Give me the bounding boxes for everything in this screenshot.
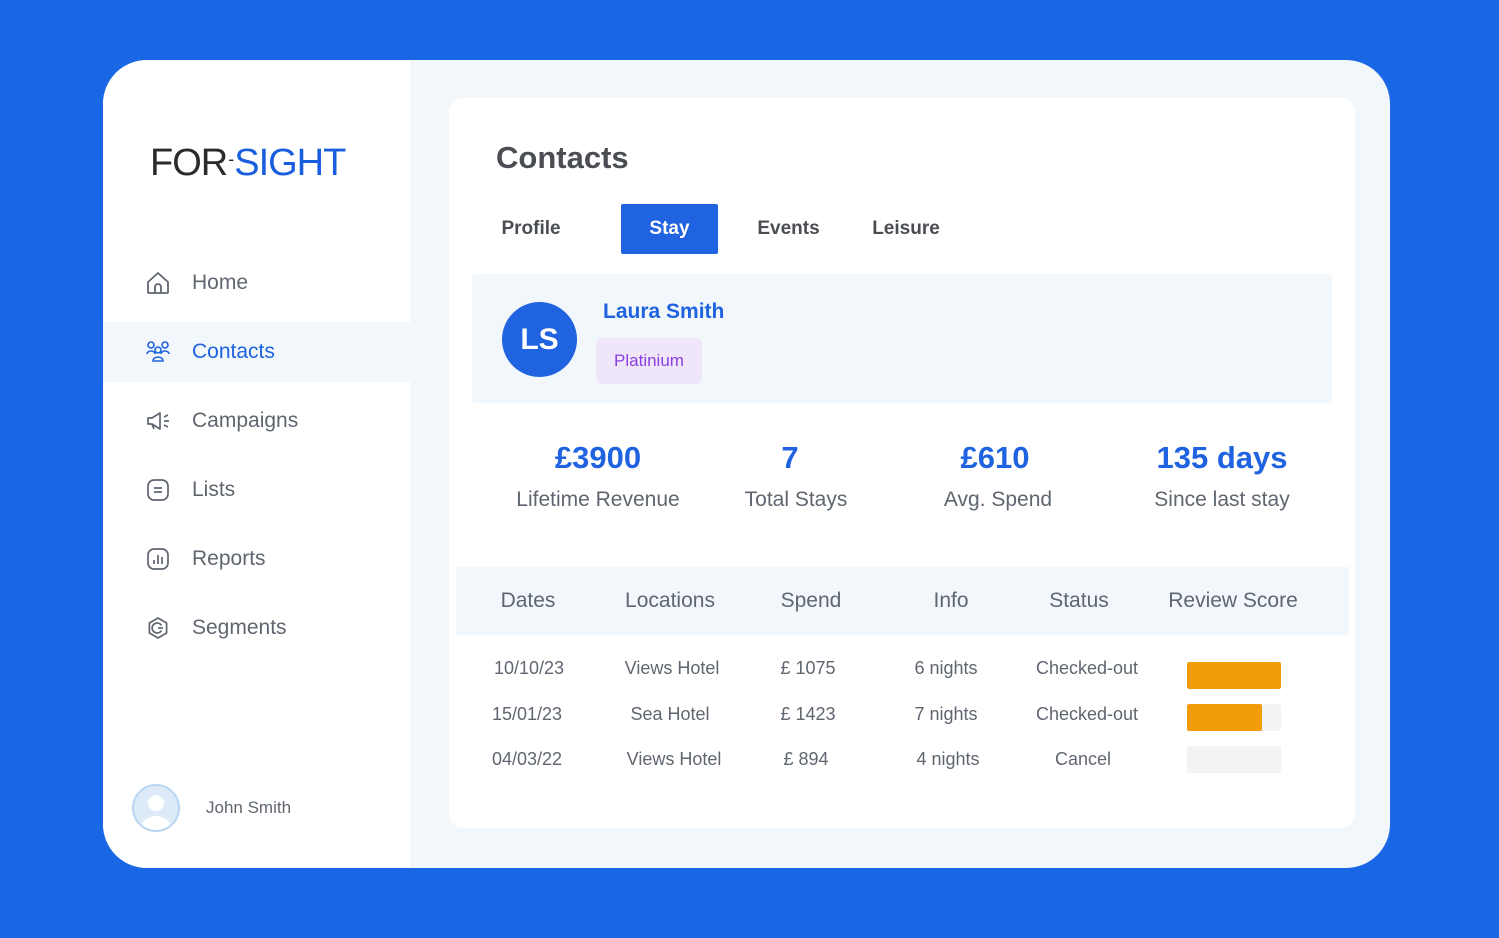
sidebar-item-label: Reports [192,547,266,570]
sidebar-item-lists[interactable]: Lists [103,460,410,520]
stat-value: 135 days [1156,440,1288,475]
cell-location: Views Hotel [626,748,722,769]
cell-spend: £ 894 [783,748,829,769]
review-score-bar [1187,704,1281,731]
cell-location: Sea Hotel [630,703,710,724]
stat-lifetime-revenue: £3900 Lifetime Revenue [488,438,708,514]
user-name: John Smith [206,798,292,817]
stat-label: Lifetime Revenue [516,488,680,511]
column-header-spend[interactable]: Spend [780,589,842,612]
user-silhouette-icon [140,795,172,830]
review-score-fill [1187,704,1263,731]
brand-logo[interactable]: FOR-SIGHT [150,142,346,184]
tab-stay[interactable]: Stay [621,204,718,254]
reports-icon [145,546,171,572]
sidebar-item-label: Home [192,271,249,294]
sidebar-item-label: Segments [192,616,287,639]
cell-date: 15/01/23 [491,703,563,724]
stat-value: 7 [781,440,799,475]
stat-label: Since last stay [1154,488,1290,511]
tier-badge: Platinium [596,338,702,384]
contact-name[interactable]: Laura Smith [603,300,725,323]
contacts-icon [145,339,171,365]
column-header-dates[interactable]: Dates [500,589,556,612]
app-window: FOR-SIGHT Home [103,60,1390,868]
cell-status: Checked-out [1035,657,1139,678]
cell-status: Cancel [1054,748,1112,769]
page-title: Contacts [496,140,629,175]
home-icon [145,270,171,296]
user-profile[interactable]: John Smith [132,784,291,832]
sidebar-item-label: Campaigns [192,409,299,432]
stat-total-stays: 7 Total Stays [686,438,906,514]
segments-icon [145,615,171,641]
contact-avatar: LS [502,302,577,377]
tab-leisure[interactable]: Leisure [872,218,940,239]
cell-info: 6 nights [914,657,978,678]
sidebar-item-label: Lists [192,478,236,501]
contact-summary: LS Laura Smith Platinium [472,274,1332,403]
stat-label: Total Stays [744,488,848,511]
tab-events[interactable]: Events [757,218,820,239]
tab-profile[interactable]: Profile [501,218,561,239]
sidebar-item-home[interactable]: Home [103,253,410,313]
sidebar-item-campaigns[interactable]: Campaigns [103,391,410,451]
review-score-bar [1187,746,1281,773]
cell-location: Views Hotel [624,657,720,678]
list-icon [145,477,171,503]
logo-separator: - [228,149,234,169]
cell-date: 04/03/22 [491,748,563,769]
stat-value: £3900 [554,440,642,475]
cell-date: 10/10/23 [493,657,565,678]
stat-label: Avg. Spend [943,488,1053,511]
cell-spend: £ 1423 [780,703,836,724]
column-header-status[interactable]: Status [1049,589,1109,612]
cell-status: Checked-out [1035,703,1139,724]
cell-spend: £ 1075 [780,657,836,678]
sidebar: FOR-SIGHT Home [103,60,410,868]
review-score-bar [1187,662,1281,689]
sidebar-item-segments[interactable]: Segments [103,598,410,658]
table-header: Dates Locations Spend Info Status Review… [456,567,1349,635]
logo-text-left: FOR [150,142,228,184]
megaphone-icon [145,408,171,434]
stat-avg-spend: £610 Avg. Spend [888,438,1108,514]
stat-value: £610 [960,440,1030,475]
column-header-locations[interactable]: Locations [625,589,715,612]
sidebar-item-label: Contacts [192,340,275,363]
review-score-fill [1187,662,1281,689]
sidebar-item-reports[interactable]: Reports [103,529,410,589]
cell-info: 4 nights [916,748,980,769]
avatar[interactable] [132,784,180,832]
cell-info: 7 nights [914,703,978,724]
logo-text-right: SIGHT [234,142,346,184]
stat-since-last-stay: 135 days Since last stay [1112,438,1332,514]
sidebar-item-contacts[interactable]: Contacts [103,322,410,382]
column-header-info[interactable]: Info [933,589,969,612]
contact-card: Contacts Profile Stay Events Leisure LS … [449,98,1355,828]
column-header-review-score[interactable]: Review Score [1168,589,1298,612]
